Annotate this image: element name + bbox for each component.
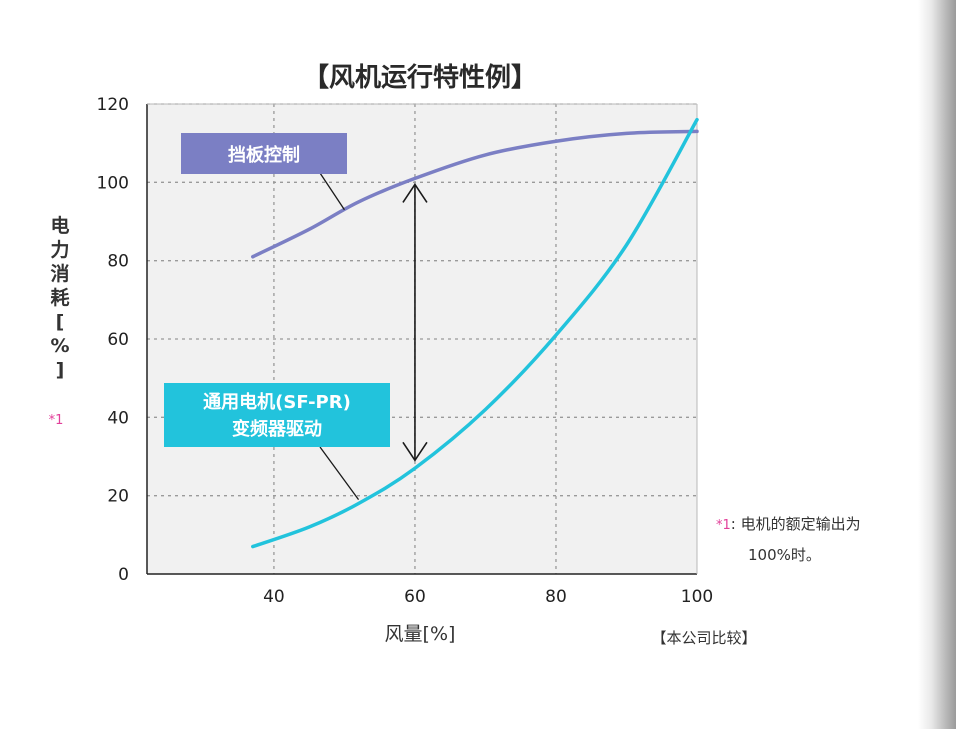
damper-callout-label: 挡板控制 <box>228 144 300 166</box>
series-lines <box>251 117 699 549</box>
arrow-head-up <box>402 182 428 203</box>
chart-title: 【风机运行特性例】 <box>303 62 537 93</box>
x-tick-label: 80 <box>545 587 567 607</box>
x-tick-label: 40 <box>263 587 285 607</box>
y-tick-label: 100 <box>97 173 129 193</box>
difference-arrow <box>402 182 428 462</box>
inverter-leader-line <box>319 446 360 500</box>
y-axis-label-note: *1 <box>49 413 64 428</box>
x-tick-label: 60 <box>404 587 426 607</box>
inverter-callout-box <box>164 383 390 447</box>
inverter-drive-line <box>251 117 699 549</box>
y-tick-label: 80 <box>107 252 129 272</box>
inverter-callout-label-line: 通用电机(SF-PR) <box>203 391 351 413</box>
inverter-callout-label-line: 变频器驱动 <box>232 418 322 440</box>
footnote-note: *1: 电机的额定输出为 <box>716 515 861 533</box>
y-tick-label: 40 <box>107 408 129 428</box>
y-tick-label: 0 <box>118 565 129 585</box>
y-axis-label: 电力消耗[%] <box>50 214 69 381</box>
axes <box>146 103 698 575</box>
damper-control-line <box>251 129 699 259</box>
tick-labels: 0 20 40 60 80 100 120 40 60 80 100 <box>97 95 714 607</box>
footnote-star: *1 <box>716 518 731 533</box>
damper-callout-box <box>181 133 347 174</box>
footnote-line2: 100%时。 <box>748 546 821 564</box>
y-tick-label: 60 <box>107 330 129 350</box>
x-axis-label: 风量[%] <box>385 623 456 645</box>
arrow-head-down <box>402 441 428 462</box>
y-tick-label: 20 <box>107 487 129 507</box>
y-tick-label: 120 <box>97 95 129 115</box>
page-edge-shadow <box>918 0 956 729</box>
damper-leader-line <box>317 169 345 211</box>
footnote-line1: : 电机的额定输出为 <box>731 515 861 533</box>
comparison-footnote: 【本公司比较】 <box>651 629 756 647</box>
x-tick-label: 100 <box>681 587 713 607</box>
